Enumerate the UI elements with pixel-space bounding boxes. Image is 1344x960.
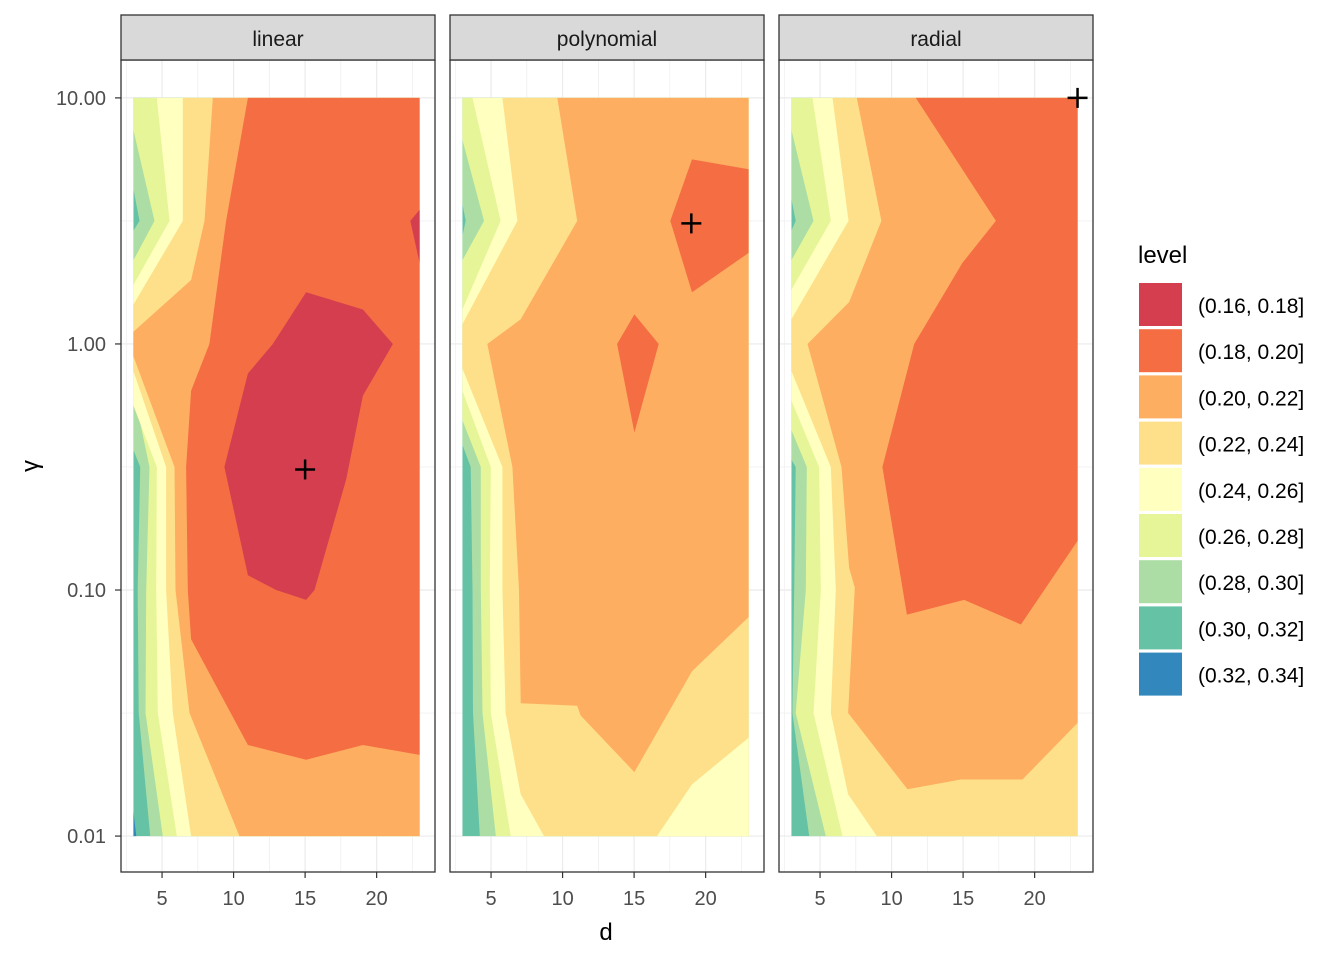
- legend-label: (0.26, 0.28]: [1198, 526, 1304, 549]
- x-tick-label: 10: [880, 888, 902, 910]
- facet-radial: radial 5 10 15 20: [778, 14, 1094, 910]
- legend-label: (0.20, 0.22]: [1198, 387, 1304, 410]
- contour-band: [487, 97, 749, 773]
- legend-item: (0.32, 0.34]: [1139, 652, 1304, 696]
- y-tick-label: 0.10: [67, 580, 106, 602]
- y-tick-label: 10.00: [56, 88, 106, 110]
- facet-strip-label: linear: [252, 28, 303, 51]
- y-tick-label: 0.01: [67, 826, 106, 848]
- contour-band: [410, 209, 420, 263]
- legend-item: (0.22, 0.24]: [1139, 421, 1304, 465]
- facet-strip: [778, 14, 1094, 61]
- x-tick-label: 5: [485, 888, 496, 910]
- facet-strip: [120, 14, 436, 61]
- legend-label: (0.30, 0.32]: [1198, 618, 1304, 641]
- x-tick-label: 15: [294, 888, 316, 910]
- facet-panels: linear 5 10 15 20 polynomial 5 10 15 20 radial 5 10 1…: [120, 14, 1094, 910]
- legend-swatch: [1139, 329, 1182, 373]
- legend-swatch: [1139, 606, 1182, 650]
- legend-swatch: [1139, 421, 1182, 465]
- legend-swatch: [1139, 375, 1182, 419]
- minimum-marker: [681, 213, 702, 234]
- contour-band: [657, 737, 749, 837]
- legend-item: (0.20, 0.22]: [1139, 375, 1304, 419]
- contour-band: [133, 811, 137, 837]
- x-tick-label: 15: [952, 888, 974, 910]
- legend-swatch: [1139, 514, 1182, 557]
- legend-label: (0.32, 0.34]: [1198, 665, 1304, 688]
- legend-swatch: [1139, 560, 1182, 604]
- legend-item: (0.18, 0.20]: [1139, 329, 1304, 373]
- facet-polynomial: polynomial 5 10 15 20: [449, 14, 765, 910]
- minimum-marker: [295, 459, 316, 480]
- legend-label: (0.24, 0.26]: [1198, 480, 1304, 503]
- facet-strip-label: radial: [910, 28, 961, 51]
- legend-item: (0.16, 0.18]: [1139, 283, 1304, 326]
- x-tick-label: 5: [814, 888, 825, 910]
- x-tick-label: 10: [551, 888, 573, 910]
- minimum-marker: [1067, 87, 1088, 108]
- y-tick-label: 1.00: [67, 334, 106, 356]
- legend-label: (0.16, 0.18]: [1198, 295, 1304, 318]
- x-tick-label: 20: [366, 888, 388, 910]
- contour-band: [617, 314, 659, 433]
- legend-label: (0.22, 0.24]: [1198, 434, 1304, 457]
- x-axis-title: d: [599, 919, 612, 946]
- facet-linear: linear 5 10 15 20: [120, 14, 436, 910]
- y-axis: 10.00 1.00 0.10 0.01: [56, 88, 121, 848]
- contour-band: [882, 97, 1078, 625]
- legend-swatch: [1139, 467, 1182, 511]
- legend-item: (0.24, 0.26]: [1139, 467, 1304, 511]
- facet-strip-label: polynomial: [557, 28, 657, 51]
- legend-label: (0.28, 0.30]: [1198, 572, 1304, 595]
- x-tick-label: 20: [1024, 888, 1046, 910]
- legend-label: (0.18, 0.20]: [1198, 341, 1304, 364]
- x-tick-label: 15: [623, 888, 645, 910]
- legend: level (0.16, 0.18] (0.18, 0.20] (0.20, 0.2…: [1138, 242, 1304, 696]
- x-tick-label: 20: [695, 888, 717, 910]
- legend-swatch: [1139, 652, 1182, 696]
- legend-item: (0.30, 0.32]: [1139, 606, 1304, 650]
- legend-swatch: [1139, 283, 1182, 326]
- legend-title: level: [1138, 242, 1187, 269]
- y-axis-title: γ: [17, 460, 44, 472]
- legend-item: (0.26, 0.28]: [1139, 514, 1304, 557]
- x-tick-label: 5: [156, 888, 167, 910]
- contour-band: [224, 292, 393, 600]
- legend-item: (0.28, 0.30]: [1139, 560, 1304, 604]
- x-tick-label: 10: [222, 888, 244, 910]
- contour-band: [670, 159, 749, 293]
- facet-strip: [449, 14, 765, 61]
